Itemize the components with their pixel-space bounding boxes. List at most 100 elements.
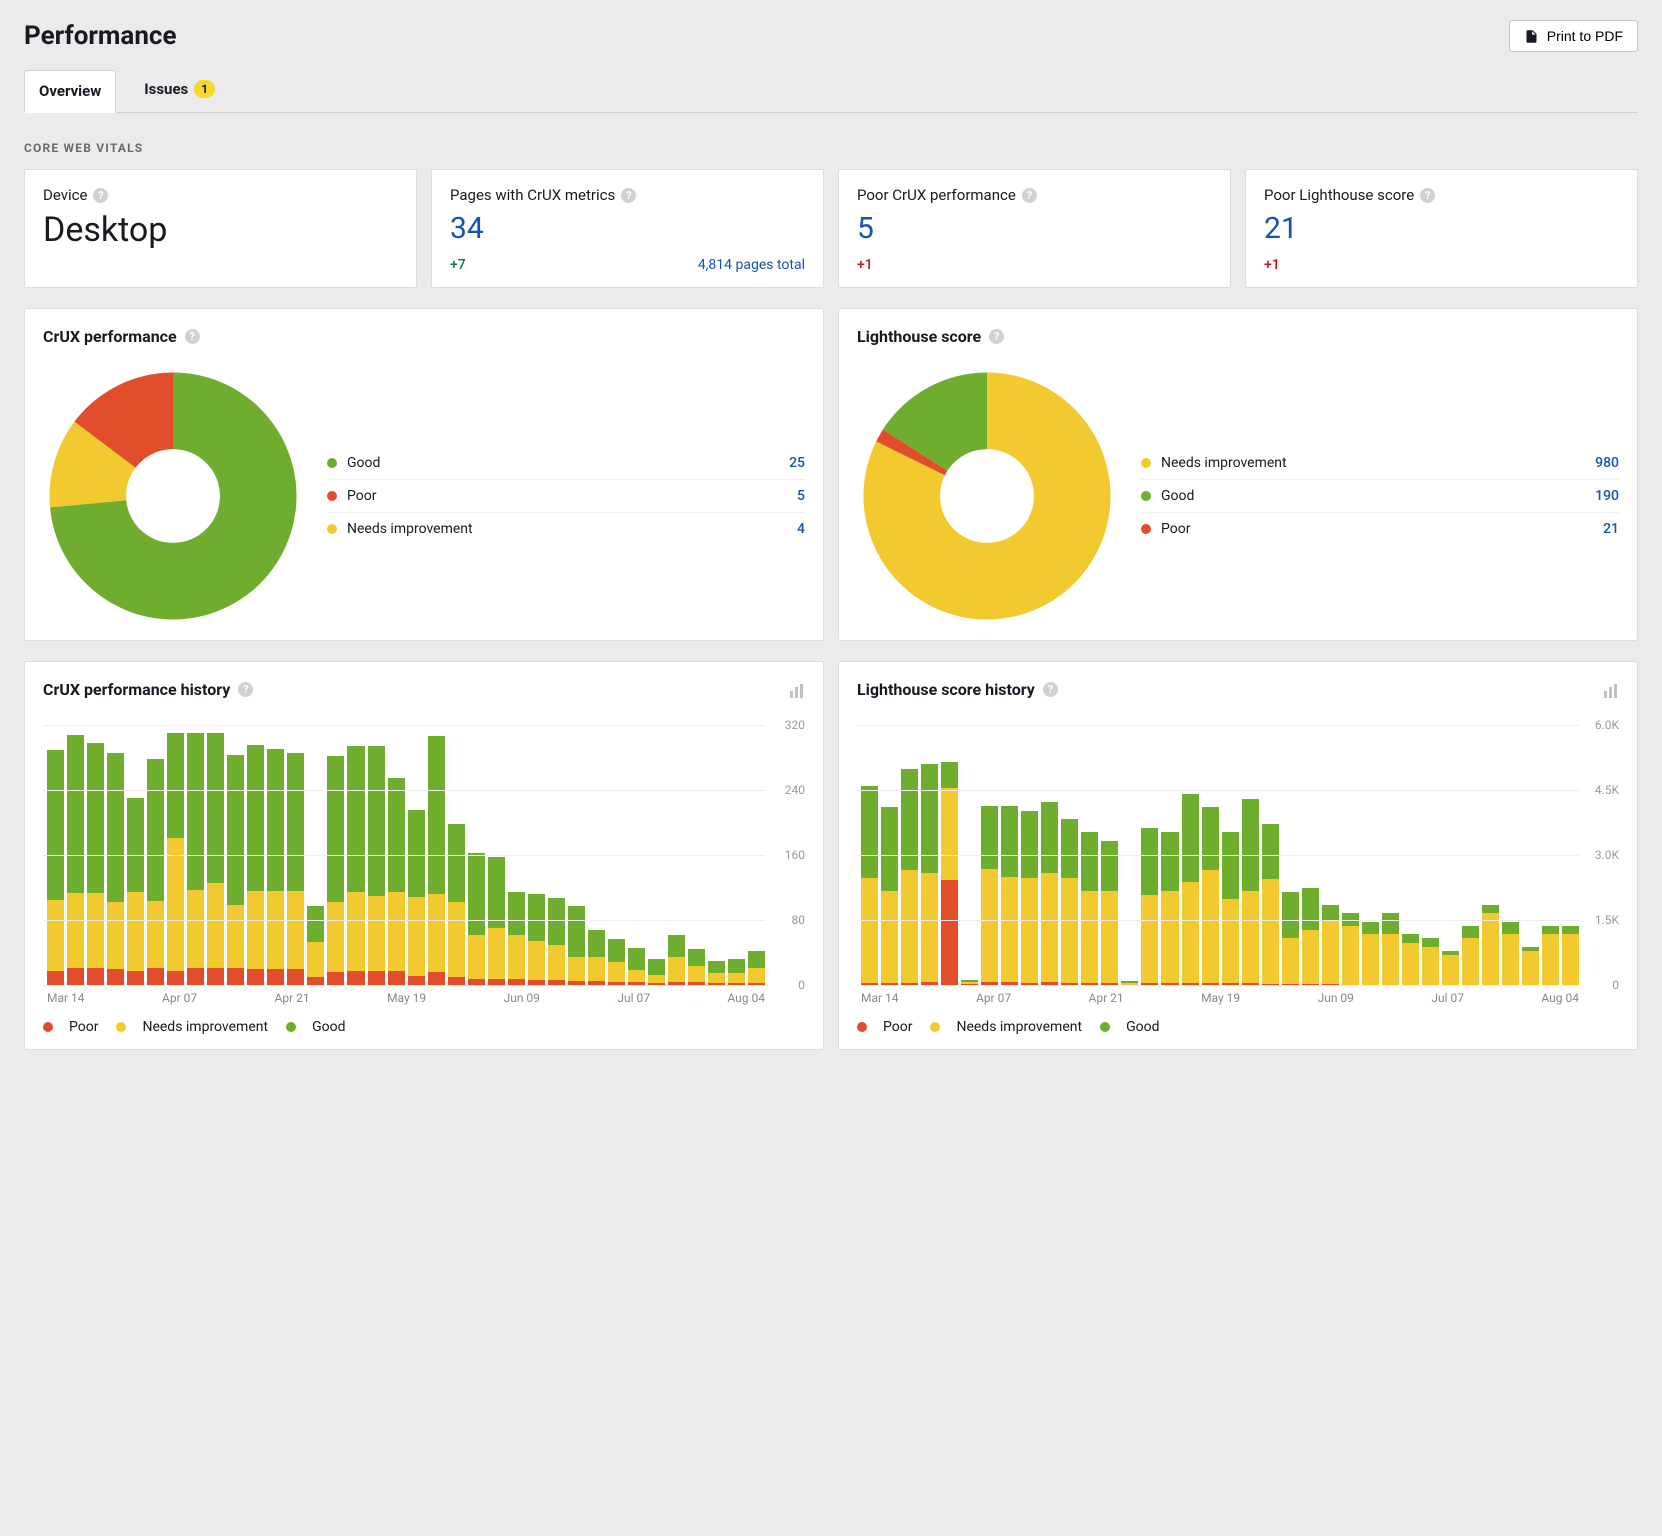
legend-row[interactable]: Needs improvement4 <box>327 513 805 545</box>
help-icon[interactable]: ? <box>1022 188 1037 203</box>
pages-crux-card[interactable]: Pages with CrUX metrics ? 34 +7 4,814 pa… <box>431 169 824 288</box>
bar[interactable] <box>708 733 725 985</box>
legend-row[interactable]: Poor5 <box>327 480 805 513</box>
bar[interactable] <box>368 733 385 985</box>
help-icon[interactable]: ? <box>93 188 108 203</box>
bar[interactable] <box>1562 733 1579 985</box>
bar[interactable] <box>1462 733 1479 985</box>
bar[interactable] <box>147 733 164 985</box>
bar[interactable] <box>1081 733 1098 985</box>
chart-toggle-icon[interactable] <box>1603 683 1619 703</box>
device-card[interactable]: Device ? Desktop <box>24 169 417 288</box>
crux-legend: Good25Poor5Needs improvement4 <box>327 447 805 545</box>
bar[interactable] <box>881 733 898 985</box>
bar[interactable] <box>1242 733 1259 985</box>
legend-row[interactable]: Poor21 <box>1141 513 1619 545</box>
bar[interactable] <box>941 733 958 985</box>
bar[interactable] <box>1502 733 1519 985</box>
bar[interactable] <box>861 733 878 985</box>
pages-total-link[interactable]: 4,814 pages total <box>698 257 805 273</box>
bar[interactable] <box>1382 733 1399 985</box>
bar[interactable] <box>327 733 344 985</box>
bar[interactable] <box>1342 733 1359 985</box>
bar[interactable] <box>448 733 465 985</box>
bar[interactable] <box>1402 733 1419 985</box>
y-tick: 1.5K <box>1595 913 1619 927</box>
help-icon[interactable]: ? <box>1420 188 1435 203</box>
bar[interactable] <box>347 733 364 985</box>
bar[interactable] <box>187 733 204 985</box>
bar[interactable] <box>488 733 505 985</box>
bar[interactable] <box>508 733 525 985</box>
help-icon[interactable]: ? <box>1043 682 1058 697</box>
bar[interactable] <box>1182 733 1199 985</box>
bar[interactable] <box>548 733 565 985</box>
bar[interactable] <box>748 733 765 985</box>
bar[interactable] <box>227 733 244 985</box>
legend-row[interactable]: Good190 <box>1141 480 1619 513</box>
bar[interactable] <box>287 733 304 985</box>
tab-overview[interactable]: Overview <box>24 70 116 113</box>
bar[interactable] <box>1482 733 1499 985</box>
bar[interactable] <box>1442 733 1459 985</box>
bar[interactable] <box>167 733 184 985</box>
tab-issues[interactable]: Issues 1 <box>130 70 229 113</box>
chart-toggle-icon[interactable] <box>789 683 805 703</box>
bar[interactable] <box>628 733 645 985</box>
bar[interactable] <box>267 733 284 985</box>
bar[interactable] <box>688 733 705 985</box>
help-icon[interactable]: ? <box>989 329 1004 344</box>
bar[interactable] <box>1202 733 1219 985</box>
bar[interactable] <box>307 733 324 985</box>
bar[interactable] <box>1101 733 1118 985</box>
bar[interactable] <box>1302 733 1319 985</box>
legend-row[interactable]: Needs improvement980 <box>1141 447 1619 480</box>
legend-row[interactable]: Good25 <box>327 447 805 480</box>
bar[interactable] <box>388 733 405 985</box>
bar[interactable] <box>1542 733 1559 985</box>
bar[interactable] <box>1141 733 1158 985</box>
bar[interactable] <box>67 733 84 985</box>
bar[interactable] <box>1262 733 1279 985</box>
bar[interactable] <box>568 733 585 985</box>
bar[interactable] <box>901 733 918 985</box>
bar[interactable] <box>961 733 978 985</box>
print-to-pdf-button[interactable]: Print to PDF <box>1509 20 1638 52</box>
bar[interactable] <box>1222 733 1239 985</box>
help-icon[interactable]: ? <box>185 329 200 344</box>
bar[interactable] <box>921 733 938 985</box>
bar[interactable] <box>428 733 445 985</box>
bar[interactable] <box>608 733 625 985</box>
bar[interactable] <box>648 733 665 985</box>
bar[interactable] <box>1282 733 1299 985</box>
help-icon[interactable]: ? <box>621 188 636 203</box>
bar[interactable] <box>1422 733 1439 985</box>
bar[interactable] <box>1001 733 1018 985</box>
bar[interactable] <box>408 733 425 985</box>
bar[interactable] <box>207 733 224 985</box>
bar[interactable] <box>728 733 745 985</box>
bar[interactable] <box>528 733 545 985</box>
bar[interactable] <box>247 733 264 985</box>
poor-lh-card[interactable]: Poor Lighthouse score ? 21 +1 <box>1245 169 1638 288</box>
bar[interactable] <box>87 733 104 985</box>
bar[interactable] <box>468 733 485 985</box>
bar[interactable] <box>588 733 605 985</box>
bar[interactable] <box>1041 733 1058 985</box>
bar[interactable] <box>981 733 998 985</box>
x-tick: Apr 21 <box>1089 991 1124 1005</box>
bar[interactable] <box>1121 733 1138 985</box>
help-icon[interactable]: ? <box>238 682 253 697</box>
bar[interactable] <box>1362 733 1379 985</box>
bar[interactable] <box>1061 733 1078 985</box>
bar[interactable] <box>668 733 685 985</box>
bar[interactable] <box>1021 733 1038 985</box>
bar[interactable] <box>1322 733 1339 985</box>
bar[interactable] <box>1522 733 1539 985</box>
bar[interactable] <box>47 733 64 985</box>
hist-legend-item: Good <box>1100 1019 1159 1035</box>
bar[interactable] <box>1161 733 1178 985</box>
poor-crux-card[interactable]: Poor CrUX performance ? 5 +1 <box>838 169 1231 288</box>
bar[interactable] <box>107 733 124 985</box>
bar[interactable] <box>127 733 144 985</box>
